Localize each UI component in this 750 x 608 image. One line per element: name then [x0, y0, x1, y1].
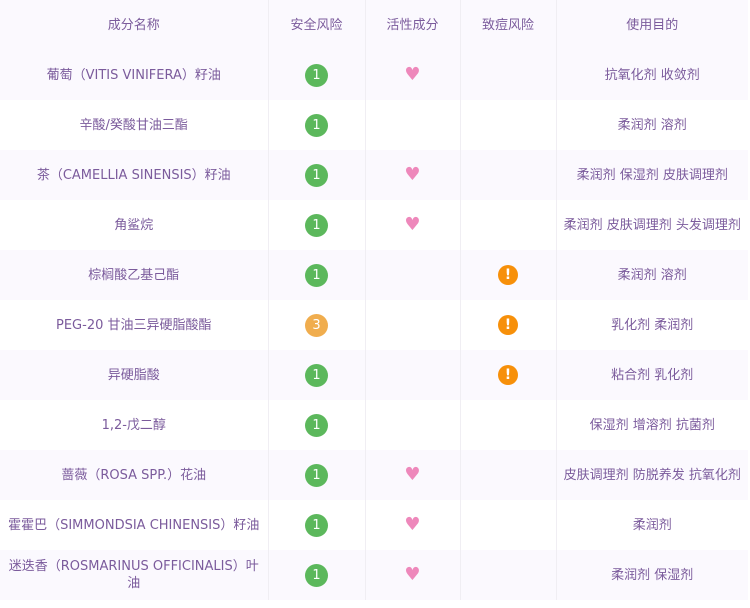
heart-icon: ♥	[404, 463, 421, 485]
ingredient-name[interactable]: 蔷薇（ROSA SPP.）花油	[61, 467, 207, 483]
header-acne-risk: 致痘风险	[459, 0, 556, 50]
safety-risk-badge: 1	[305, 463, 328, 487]
table-row[interactable]: 角鲨烷 1 ♥ 柔润剂 皮肤调理剂 头发调理剂	[0, 200, 748, 250]
safety-risk-badge: 1	[305, 113, 328, 137]
safety-risk-badge: 3	[305, 313, 328, 337]
heart-icon: ♥	[404, 513, 421, 535]
safety-risk-badge: 1	[305, 363, 328, 387]
table-row[interactable]: 1,2-戊二醇 1 保湿剂 增溶剂 抗菌剂	[0, 400, 748, 450]
ingredient-name[interactable]: 异硬脂酸	[107, 367, 160, 383]
purpose: 乳化剂 柔润剂	[555, 300, 748, 350]
safety-risk-badge: 1	[305, 513, 328, 537]
safety-risk-badge: 1	[305, 263, 328, 287]
purpose: 柔润剂 溶剂	[555, 100, 748, 150]
exclamation-icon: !	[498, 365, 518, 385]
purpose: 柔润剂	[555, 500, 748, 550]
header-purpose: 使用目的	[555, 0, 748, 50]
ingredient-name[interactable]: 霍霍巴（SIMMONDSIA CHINENSIS）籽油	[8, 517, 260, 533]
header-safety-risk: 安全风险	[267, 0, 365, 50]
table-row[interactable]: 葡萄（VITIS VINIFERA）籽油 1 ♥ 抗氧化剂 收敛剂	[0, 50, 748, 100]
purpose: 柔润剂 保湿剂	[555, 550, 748, 600]
header-active: 活性成分	[364, 0, 460, 50]
ingredient-name[interactable]: 角鲨烷	[114, 217, 154, 233]
exclamation-icon: !	[498, 265, 518, 285]
safety-risk-badge: 1	[305, 163, 328, 187]
heart-icon: ♥	[404, 163, 421, 185]
purpose: 柔润剂 保湿剂 皮肤调理剂	[555, 150, 748, 200]
ingredient-name[interactable]: 棕榈酸乙基己酯	[88, 267, 180, 283]
purpose: 柔润剂 溶剂	[555, 250, 748, 300]
heart-icon: ♥	[404, 63, 421, 85]
ingredient-name[interactable]: 迷迭香（ROSMARINUS OFFICINALIS）叶油	[8, 559, 259, 591]
purpose: 保湿剂 增溶剂 抗菌剂	[555, 400, 748, 450]
safety-risk-badge: 1	[305, 213, 328, 237]
table-row[interactable]: 霍霍巴（SIMMONDSIA CHINENSIS）籽油 1 ♥ 柔润剂	[0, 500, 748, 550]
table-header: 成分名称 安全风险 活性成分 致痘风险 使用目的	[0, 0, 748, 50]
heart-icon: ♥	[404, 213, 421, 235]
ingredient-name[interactable]: PEG-20 甘油三异硬脂酸酯	[56, 317, 212, 333]
ingredient-name[interactable]: 葡萄（VITIS VINIFERA）籽油	[46, 67, 221, 83]
table-row[interactable]: 茶（CAMELLIA SINENSIS）籽油 1 ♥ 柔润剂 保湿剂 皮肤调理剂	[0, 150, 748, 200]
table-row[interactable]: 棕榈酸乙基己酯 1 ! 柔润剂 溶剂	[0, 250, 748, 300]
table-row[interactable]: 辛酸/癸酸甘油三酯 1 柔润剂 溶剂	[0, 100, 748, 150]
ingredient-name[interactable]: 1,2-戊二醇	[101, 417, 166, 433]
purpose: 柔润剂 皮肤调理剂 头发调理剂	[555, 200, 748, 250]
table-row[interactable]: PEG-20 甘油三异硬脂酸酯 3 ! 乳化剂 柔润剂	[0, 300, 748, 350]
purpose: 粘合剂 乳化剂	[555, 350, 748, 400]
heart-icon: ♥	[404, 563, 421, 585]
purpose: 抗氧化剂 收敛剂	[555, 50, 748, 100]
purpose: 皮肤调理剂 防脱养发 抗氧化剂	[555, 450, 748, 500]
safety-risk-badge: 1	[305, 63, 328, 87]
safety-risk-badge: 1	[305, 563, 328, 587]
exclamation-icon: !	[498, 315, 518, 335]
table-row[interactable]: 迷迭香（ROSMARINUS OFFICINALIS）叶油 1 ♥ 柔润剂 保湿…	[0, 550, 748, 600]
header-name: 成分名称	[107, 17, 160, 33]
table-row[interactable]: 异硬脂酸 1 ! 粘合剂 乳化剂	[0, 350, 748, 400]
ingredient-name[interactable]: 辛酸/癸酸甘油三酯	[79, 117, 188, 133]
table-row[interactable]: 蔷薇（ROSA SPP.）花油 1 ♥ 皮肤调理剂 防脱养发 抗氧化剂	[0, 450, 748, 500]
ingredient-name[interactable]: 茶（CAMELLIA SINENSIS）籽油	[36, 167, 231, 183]
safety-risk-badge: 1	[305, 413, 328, 437]
